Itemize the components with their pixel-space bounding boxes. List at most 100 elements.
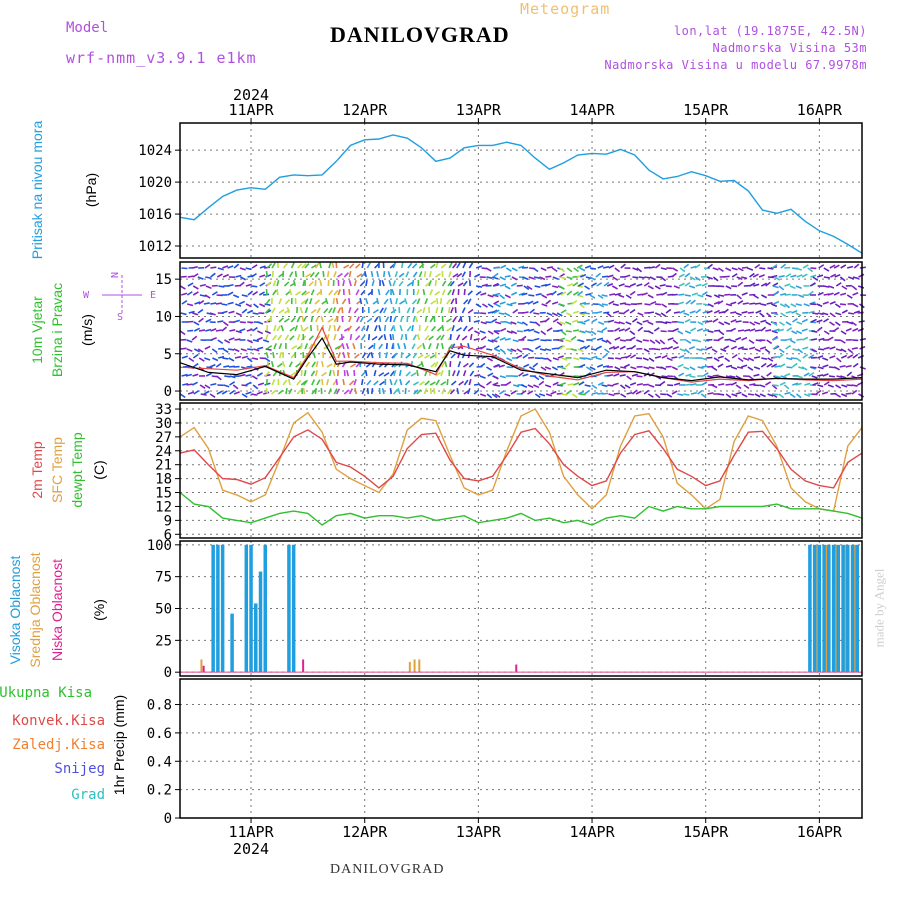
- temp-ylabel: 2m Temp: [29, 441, 45, 499]
- cloud-bar-high-late-7: [841, 544, 845, 673]
- top-day-label-5: 16APR: [797, 101, 843, 119]
- bottom-day-label-4: 15APR: [683, 823, 729, 841]
- cloud-bar-mid-4: [816, 544, 819, 673]
- bottom-year-label: 2024: [233, 840, 269, 858]
- cloud-bar-high-late-6: [836, 544, 841, 673]
- cloud-ylabel: Visoka Oblacnost: [7, 556, 23, 665]
- wind-unit: (m/s): [79, 314, 95, 346]
- wind-ytick-label-2: 10: [155, 309, 172, 325]
- wind-ytick-label-0: 0: [164, 384, 172, 400]
- cloud-bar-mid-2: [413, 659, 416, 673]
- cloud-bar-mid-0: [200, 659, 203, 673]
- cloud-bar-mid-8: [854, 544, 857, 673]
- precip-legend-2: Zaledj.Kisa: [12, 737, 105, 753]
- cloud-bar-high-4: [244, 544, 249, 673]
- precip-ytick-label-3: 0.6: [147, 726, 172, 742]
- cloud-bar-mid-3: [418, 659, 421, 673]
- cloud-ylabel-sub2: Niska Oblacnost: [49, 559, 65, 661]
- cloud-bar-high-late-2: [817, 544, 822, 673]
- meteogram-label: Meteogram: [520, 0, 611, 18]
- compass-s: S: [117, 312, 123, 323]
- temp-2m-line: [179, 427, 863, 489]
- cloud-bar-mid-5: [825, 544, 828, 673]
- cloud-bar-mid-7: [844, 544, 847, 673]
- model-elevation-label: Nadmorska Visina u modelu 67.9978m: [604, 58, 867, 72]
- clouds-ytick-label-0: 0: [164, 665, 172, 681]
- temperature-panel-frame: [179, 402, 863, 539]
- dewpt-line: [179, 491, 863, 526]
- temperature-ytick-label-0: 6: [164, 527, 172, 543]
- wind-vector-field: [179, 261, 867, 399]
- cloud-bar-high-5: [249, 544, 253, 673]
- precip-ytick-label-1: 0.2: [147, 783, 172, 799]
- temperature-ytick-label-5: 21: [155, 458, 172, 474]
- cloud-unit: (%): [91, 599, 107, 621]
- cloud-bar-high-9: [287, 544, 291, 673]
- top-day-label-4: 15APR: [683, 101, 729, 119]
- temperature-ytick-label-4: 18: [155, 472, 172, 488]
- compass-e: E: [150, 290, 156, 301]
- model-label: Model: [66, 20, 109, 36]
- precip-legend-3: Snijeg: [54, 761, 105, 777]
- precip-ylabel: 1hr Precip (mm): [111, 695, 127, 795]
- cloud-bar-low-0: [202, 665, 205, 673]
- bottom-day-label-3: 14APR: [569, 823, 615, 841]
- compass-w: W: [83, 290, 90, 301]
- compass-n: N: [110, 272, 121, 278]
- temperature-ytick-label-1: 9: [164, 513, 172, 529]
- temperature-ytick-label-8: 30: [155, 416, 172, 432]
- precip-ytick-label-0: 0: [164, 811, 172, 827]
- cloud-bar-high-late-5: [831, 544, 836, 673]
- cloud-bar-high-6: [254, 603, 258, 673]
- precip-legend-0: Ukupna Kisa: [0, 685, 92, 701]
- precip-legend-4: Grad: [71, 787, 105, 803]
- clouds-ytick-label-3: 75: [155, 570, 172, 586]
- precip-ytick-label-2: 0.4: [147, 754, 172, 770]
- temperature-ytick-label-2: 12: [155, 499, 172, 515]
- wind-ylabel: 10m Vjetar: [29, 296, 45, 364]
- cloud-bar-high-0: [211, 544, 215, 673]
- cloud-bar-high-10: [291, 544, 296, 673]
- cloud-bar-high-late-8: [846, 544, 850, 673]
- pressure-unit: (hPa): [83, 173, 99, 207]
- pressure-ytick-label-0: 1012: [138, 239, 172, 255]
- temperature-ytick-label-9: 33: [155, 402, 172, 418]
- cloud-bar-high-2: [220, 544, 225, 673]
- bottom-day-label-5: 16APR: [797, 823, 843, 841]
- temperature-ytick-label-3: 15: [155, 486, 172, 502]
- pressure-ytick-label-3: 1024: [138, 143, 172, 159]
- cloud-bar-high-late-9: [850, 544, 855, 673]
- cloud-ylabel-sub: Srednja Oblacnost: [27, 552, 43, 667]
- top-year-label: 2024: [233, 86, 269, 104]
- bottom-title: DANILOVGRAD: [330, 862, 445, 877]
- location-coords: lon,lat (19.1875E, 42.5N): [673, 24, 867, 38]
- top-day-label-3: 14APR: [569, 101, 615, 119]
- model-name: wrf-nmm_v3.9.1 e1km: [66, 49, 257, 67]
- wind-panel-frame: [179, 261, 863, 401]
- pressure-ylabel: Pritisak na nivou mora: [29, 121, 45, 260]
- temp-ylabel-sub2: dewpt Temp: [69, 432, 85, 507]
- cloud-bar-high-late-1: [812, 544, 817, 673]
- wind-ytick-label-1: 5: [164, 347, 172, 363]
- top-day-label-2: 13APR: [456, 101, 502, 119]
- precip-panel-frame: [179, 678, 863, 819]
- bottom-day-label-2: 13APR: [456, 823, 502, 841]
- clouds-panel-frame: [179, 540, 863, 677]
- cloud-bar-high-late-4: [827, 544, 831, 673]
- top-day-label-0: 11APR: [228, 101, 274, 119]
- cloud-bar-low-2: [515, 664, 518, 673]
- cloud-bar-mid-6: [835, 544, 838, 673]
- chart-title: DANILOVGRAD: [330, 22, 510, 47]
- clouds-ytick-label-4: 100: [147, 538, 172, 554]
- temp-unit: (C): [91, 460, 107, 479]
- pressure-ytick-label-2: 1020: [138, 175, 172, 191]
- cloud-bar-high-7: [258, 571, 263, 673]
- cloud-bar-high-late-0: [808, 544, 812, 673]
- sfc-temp-line: [179, 408, 863, 512]
- cloud-bar-low-1: [302, 659, 305, 673]
- wind-speed-line: [179, 336, 863, 382]
- pressure-line: [179, 134, 863, 254]
- cloud-bar-high-3: [230, 613, 234, 673]
- temperature-ytick-label-7: 27: [155, 430, 172, 446]
